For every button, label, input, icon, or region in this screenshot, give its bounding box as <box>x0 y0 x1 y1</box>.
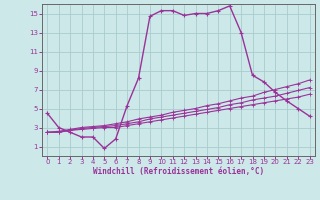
X-axis label: Windchill (Refroidissement éolien,°C): Windchill (Refroidissement éolien,°C) <box>93 167 264 176</box>
